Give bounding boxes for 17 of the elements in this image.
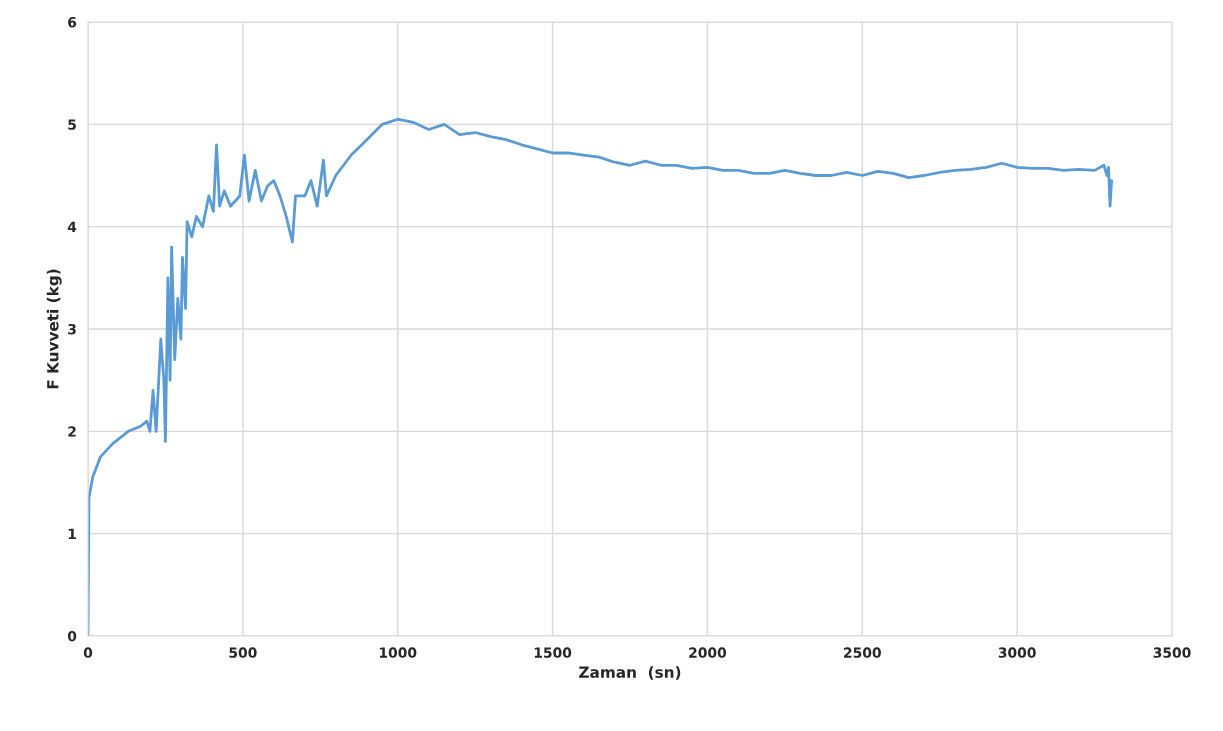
- x-axis-title: Zaman (sn): [579, 666, 681, 680]
- x-tick-label: 3500: [1153, 647, 1191, 658]
- y-tick-label: 6: [68, 16, 77, 28]
- x-tick-label: 2000: [689, 647, 727, 658]
- x-tick-label: 500: [229, 647, 257, 658]
- x-tick-label: 0: [83, 647, 93, 658]
- x-tick-label: 1000: [379, 647, 417, 658]
- y-tick-label: 1: [68, 528, 76, 539]
- x-tick-label: 3000: [998, 647, 1036, 658]
- y-axis-title: F Kuvveti (kg): [46, 269, 62, 389]
- y-tick-label: 5: [68, 119, 76, 130]
- y-tick-label: 0: [67, 630, 77, 642]
- x-tick-label: 1500: [534, 647, 572, 658]
- x-tick-label: 2500: [844, 647, 881, 658]
- y-tick-label: 4: [67, 221, 77, 232]
- y-tick-label: 3: [68, 323, 76, 335]
- y-tick-label: 2: [68, 426, 76, 437]
